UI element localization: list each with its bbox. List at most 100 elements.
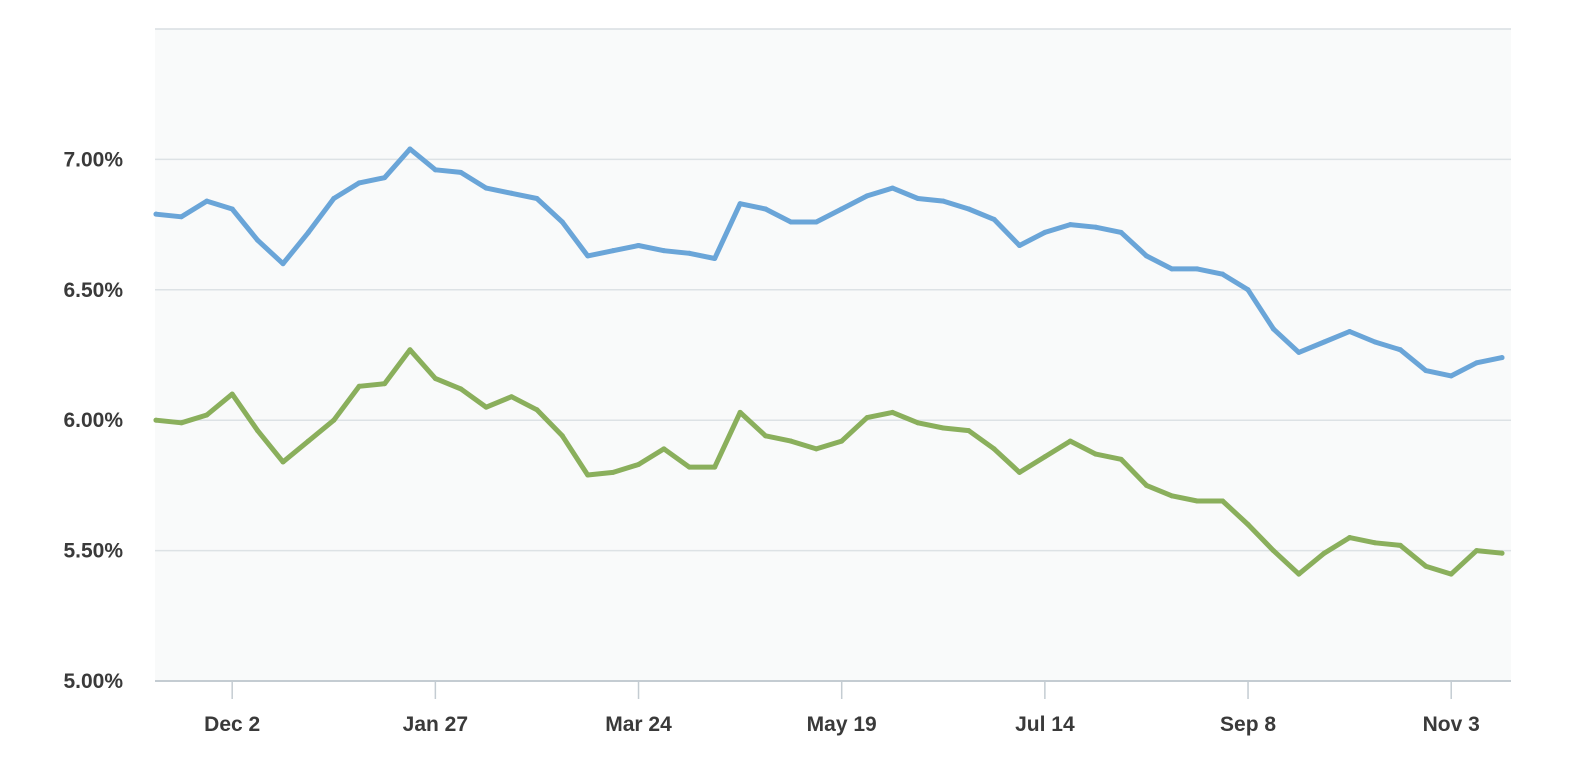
data-point — [534, 407, 540, 413]
data-point — [1245, 522, 1251, 528]
y-tick-label: 5.00% — [63, 670, 123, 693]
data-point — [1423, 563, 1429, 569]
data-point — [1118, 456, 1124, 462]
data-point — [204, 412, 210, 418]
data-point — [1321, 550, 1327, 556]
data-point — [1296, 571, 1302, 577]
data-point — [661, 248, 667, 254]
data-point — [889, 185, 895, 191]
data-point — [712, 464, 718, 470]
data-point — [813, 446, 819, 452]
data-point — [1016, 242, 1022, 248]
data-point — [458, 169, 464, 175]
grid-lines — [155, 158, 1511, 552]
data-point — [483, 185, 489, 191]
data-point — [255, 428, 261, 434]
data-point — [763, 206, 769, 212]
data-point — [280, 459, 286, 465]
data-point — [737, 201, 743, 207]
data-point — [407, 146, 413, 152]
data-point — [382, 381, 388, 387]
data-point — [1220, 498, 1226, 504]
series-line — [153, 347, 1505, 577]
data-point — [686, 250, 692, 256]
data-point — [915, 196, 921, 202]
data-point — [1067, 438, 1073, 444]
data-point — [1474, 360, 1480, 366]
data-point — [1093, 451, 1099, 457]
data-point — [559, 433, 565, 439]
data-point — [1448, 373, 1454, 379]
data-point — [864, 193, 870, 199]
data-point — [1347, 535, 1353, 541]
data-point — [686, 464, 692, 470]
data-point — [229, 206, 235, 212]
data-point — [813, 219, 819, 225]
x-tick-label: May 19 — [807, 713, 877, 736]
data-point — [178, 214, 184, 220]
y-tick-label: 7.00% — [63, 148, 123, 171]
data-point — [432, 167, 438, 173]
data-point — [305, 229, 311, 235]
data-point — [331, 196, 337, 202]
data-point — [153, 417, 159, 423]
data-point — [204, 198, 210, 204]
data-point — [966, 428, 972, 434]
y-tick-label: 6.50% — [63, 279, 123, 302]
x-tick-label: Sep 8 — [1220, 713, 1276, 736]
data-point — [483, 404, 489, 410]
data-point — [1169, 493, 1175, 499]
data-point — [1474, 548, 1480, 554]
data-point — [1270, 548, 1276, 554]
data-point — [788, 219, 794, 225]
data-point — [1397, 347, 1403, 353]
data-point — [991, 216, 997, 222]
data-point — [331, 417, 337, 423]
data-point — [509, 394, 515, 400]
data-point — [1220, 271, 1226, 277]
data-point — [1270, 326, 1276, 332]
data-point — [1423, 368, 1429, 374]
data-point — [1042, 229, 1048, 235]
y-tick-label: 6.00% — [63, 409, 123, 432]
data-point — [1143, 253, 1149, 259]
data-point — [1347, 329, 1353, 335]
data-point — [534, 196, 540, 202]
data-point — [966, 206, 972, 212]
data-point — [382, 175, 388, 181]
x-tick-label: Nov 3 — [1423, 713, 1480, 736]
data-point — [458, 386, 464, 392]
data-point — [1067, 222, 1073, 228]
series-lines — [153, 146, 1505, 577]
data-point — [1296, 349, 1302, 355]
data-point — [839, 438, 845, 444]
data-point — [432, 375, 438, 381]
data-point — [1397, 542, 1403, 548]
series-1 — [153, 146, 1505, 379]
series-line — [153, 146, 1505, 379]
data-point — [178, 420, 184, 426]
data-point — [1143, 482, 1149, 488]
data-point — [1016, 469, 1022, 475]
data-point — [153, 211, 159, 217]
data-point — [712, 256, 718, 262]
data-point — [889, 409, 895, 415]
data-point — [1169, 266, 1175, 272]
y-axis: 5.00% 5.50% 6.00% 6.50% 7.00% — [63, 148, 123, 693]
data-point — [610, 248, 616, 254]
plot-background — [155, 29, 1511, 681]
data-point — [610, 469, 616, 475]
data-point — [1372, 339, 1378, 345]
data-point — [585, 472, 591, 478]
data-point — [661, 446, 667, 452]
data-point — [356, 383, 362, 389]
data-point — [940, 425, 946, 431]
y-tick-label: 5.50% — [63, 540, 123, 563]
data-point — [737, 409, 743, 415]
x-tick-label: Dec 2 — [204, 713, 260, 736]
series-2 — [153, 347, 1505, 577]
data-point — [864, 415, 870, 421]
data-point — [229, 391, 235, 397]
